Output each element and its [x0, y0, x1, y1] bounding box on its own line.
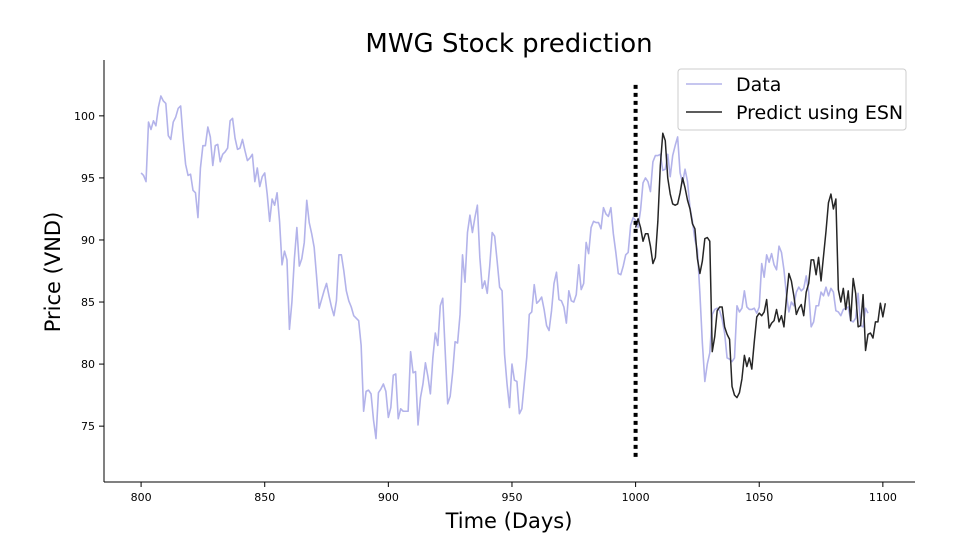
series-layer: [140, 95, 887, 440]
y-tick-label: 90: [81, 234, 95, 247]
y-tick-label: 75: [81, 420, 95, 433]
x-tick-label: 950: [501, 491, 522, 504]
x-tick-label: 1100: [869, 491, 897, 504]
legend-label-data: Data: [736, 74, 781, 96]
y-tick-label: 100: [74, 110, 95, 123]
legend-label-predict: Predict using ESN: [736, 102, 903, 124]
legend: Data Predict using ESN: [677, 68, 907, 131]
prediction-series-line: [634, 132, 887, 399]
x-tick-label: 900: [378, 491, 399, 504]
x-tick-label: 800: [131, 491, 152, 504]
y-tick-label: 95: [81, 172, 95, 185]
x-tick-label: 1000: [622, 491, 650, 504]
x-tick-label: 1050: [745, 491, 773, 504]
y-axis-ticks: 75 80 85 90 95 100: [74, 110, 104, 433]
x-axis-ticks: 800 850 900 950 1000 1050 1100: [131, 482, 897, 504]
y-tick-label: 85: [81, 296, 95, 309]
x-axis-label: Time (Days): [445, 509, 573, 533]
y-tick-label: 80: [81, 358, 95, 371]
x-tick-label: 850: [254, 491, 275, 504]
y-axis-label: Price (VND): [41, 212, 65, 333]
legend-box: [677, 68, 907, 131]
data-series-line: [140, 95, 869, 440]
chart-title: MWG Stock prediction: [365, 29, 652, 59]
plot-area: 800 850 900 950 1000 1050 1100 75 80 85 90 95 100: [74, 60, 915, 504]
